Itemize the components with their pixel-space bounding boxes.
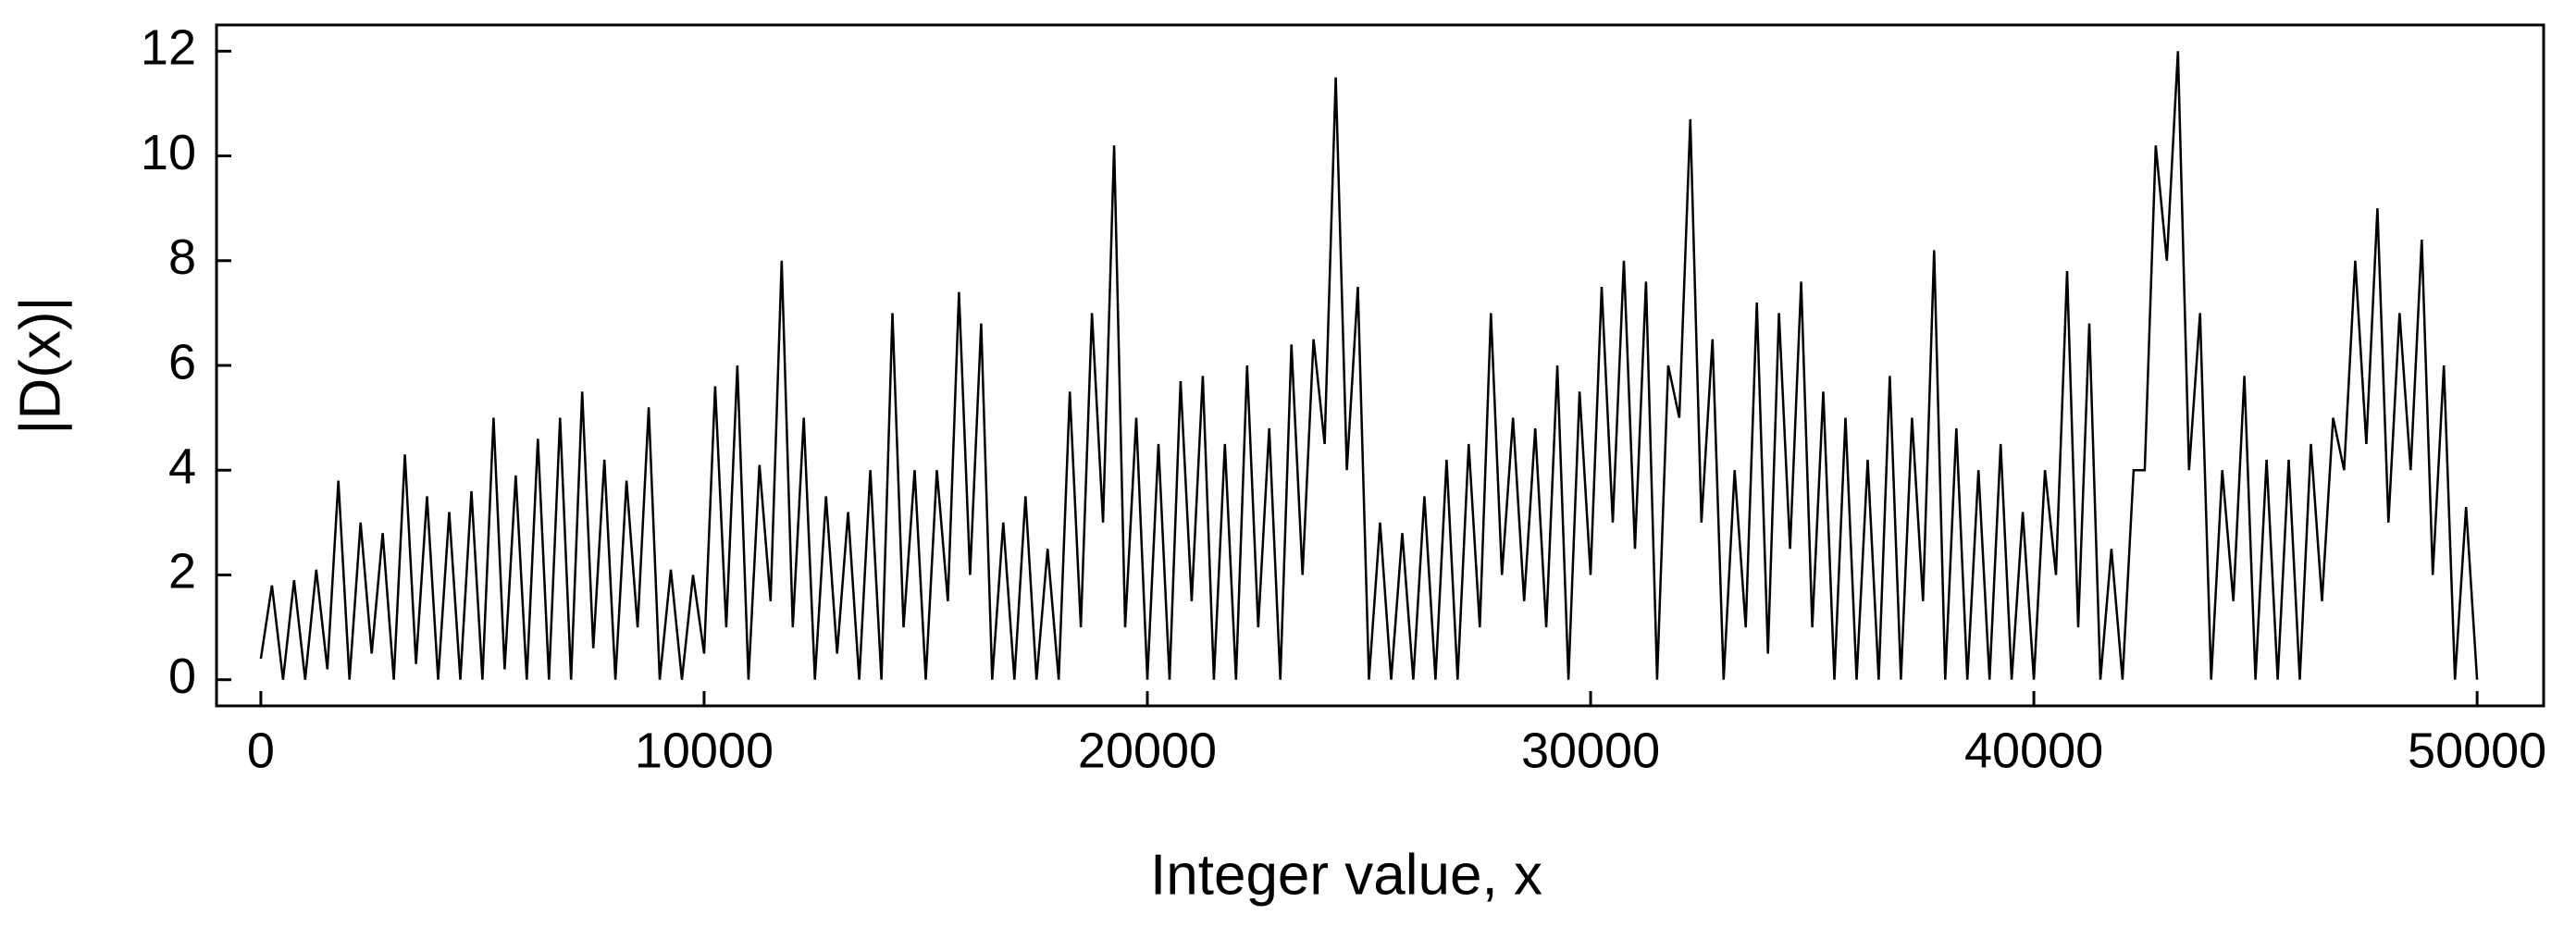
y-tick-label: 2 bbox=[168, 544, 196, 599]
x-tick-label: 30000 bbox=[1521, 723, 1660, 778]
x-tick-label: 0 bbox=[247, 723, 275, 778]
y-tick-label: 0 bbox=[168, 649, 196, 704]
x-tick-label: 20000 bbox=[1078, 723, 1217, 778]
x-tick-label: 10000 bbox=[635, 723, 774, 778]
plot-frame bbox=[215, 23, 2545, 708]
y-tick-label: 12 bbox=[141, 20, 196, 76]
data-line bbox=[259, 51, 2479, 680]
y-tick-label: 4 bbox=[168, 439, 196, 494]
x-tick-label: 40000 bbox=[1964, 723, 2103, 778]
y-axis-label: |D(x)| bbox=[8, 296, 72, 434]
x-tick-label: 50000 bbox=[2408, 723, 2546, 778]
y-tick-label: 10 bbox=[141, 125, 196, 180]
y-tick-label: 8 bbox=[168, 229, 196, 285]
y-tick-label: 6 bbox=[168, 334, 196, 389]
x-axis-label: Integer value, x bbox=[1150, 843, 1542, 907]
